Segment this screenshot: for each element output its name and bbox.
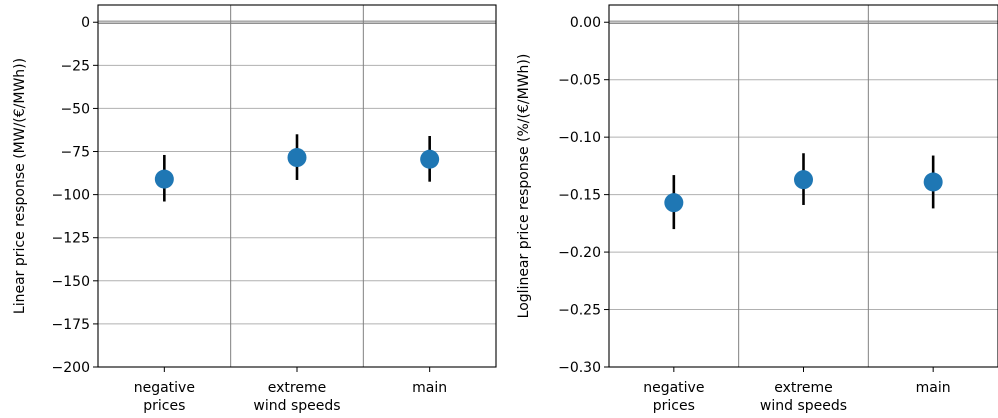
axes-frame xyxy=(97,4,497,368)
y-tick-label: −125 xyxy=(52,231,90,247)
y-tick-label: −200 xyxy=(52,360,90,376)
y-tick-label: 0.00 xyxy=(570,15,601,31)
y-tick-label: −0.25 xyxy=(558,303,601,319)
data-point xyxy=(420,149,440,169)
x-tick-label-line: negative xyxy=(134,380,195,396)
x-tick-label-line: extreme xyxy=(268,380,326,396)
y-tick-label: −150 xyxy=(52,274,90,290)
data-point xyxy=(923,172,943,192)
y-tick-label: −0.05 xyxy=(558,73,601,89)
x-tick-label-line: main xyxy=(916,380,951,396)
y-axis-label: Loglinear price response (%/(€/MWh)) xyxy=(516,54,532,319)
y-tick-label: −50 xyxy=(60,101,90,117)
data-point xyxy=(287,148,307,168)
x-tick-label: main xyxy=(412,380,447,396)
y-tick-label: −75 xyxy=(60,145,90,161)
x-tick-label-line: main xyxy=(412,380,447,396)
x-tick-label-line: prices xyxy=(653,398,695,414)
y-tick-label: −100 xyxy=(52,188,90,204)
data-point xyxy=(154,169,174,189)
y-tick-label: −175 xyxy=(52,317,90,333)
x-tick-label-line: extreme xyxy=(774,380,832,396)
x-tick-label-line: prices xyxy=(143,398,185,414)
chart-panel-1: 0 −25 −50 −75 −100 −125 −150 −175 −200 negative pr… xyxy=(12,4,497,414)
x-tick-label-line: wind speeds xyxy=(253,398,340,414)
data-point xyxy=(794,170,813,190)
x-tick-label: extreme wind speeds xyxy=(253,380,340,414)
y-tick-label: 0 xyxy=(81,15,90,31)
x-tick-label: negative prices xyxy=(643,380,704,414)
x-tick-label: main xyxy=(916,380,951,396)
y-tick-label: −0.10 xyxy=(558,130,601,146)
x-tick-label-line: wind speeds xyxy=(760,398,847,414)
x-tick-label-line: negative xyxy=(643,380,704,396)
data-point xyxy=(664,193,684,213)
y-axis-label: Linear price response (MW/(€/MWh)) xyxy=(12,58,28,314)
y-tick-label: −0.15 xyxy=(558,188,601,204)
chart-panel-2: 0.00 −0.05 −0.10 −0.15 −0.20 −0.25 −0.30 negati… xyxy=(516,4,998,414)
y-tick-label: −25 xyxy=(60,58,90,74)
y-tick-label: −0.20 xyxy=(558,245,601,261)
x-tick-label: extreme wind speeds xyxy=(760,380,847,414)
y-tick-label: −0.30 xyxy=(558,360,601,376)
x-tick-label: negative prices xyxy=(134,380,195,414)
